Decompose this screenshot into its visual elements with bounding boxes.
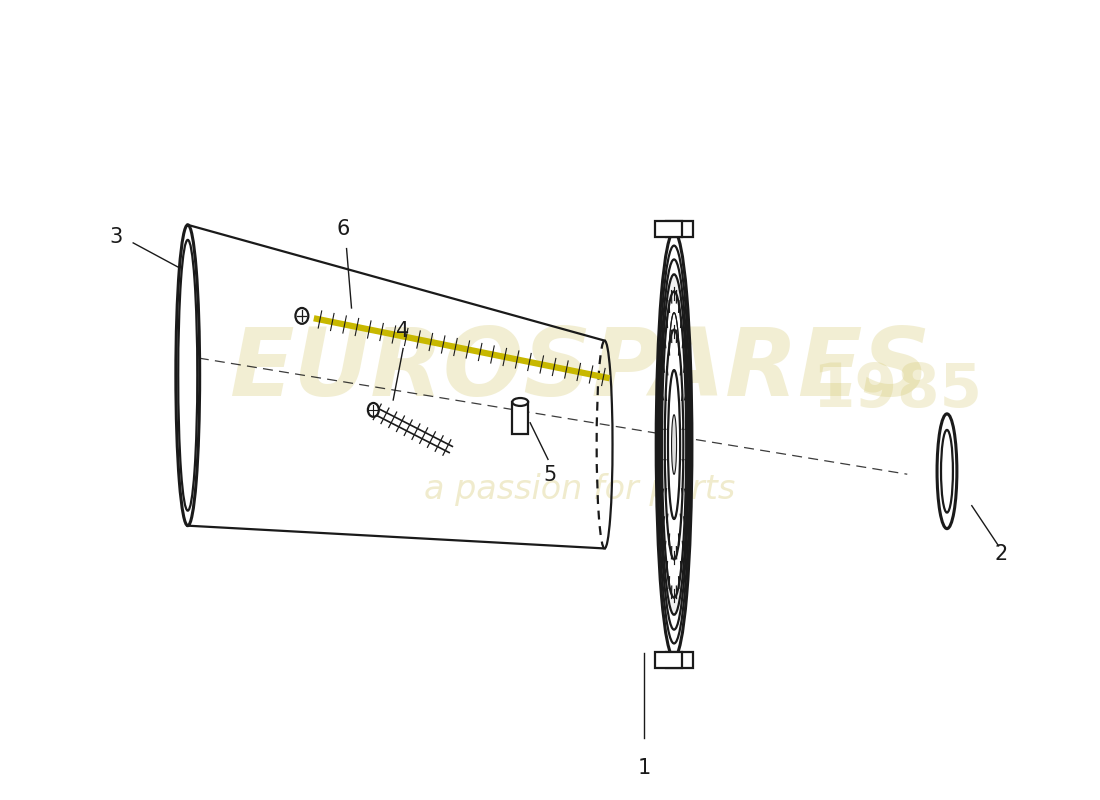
Text: a passion for parts: a passion for parts xyxy=(425,473,736,506)
Ellipse shape xyxy=(668,370,680,519)
Text: EUROSPARES: EUROSPARES xyxy=(229,324,931,416)
Ellipse shape xyxy=(659,259,689,630)
Text: 3: 3 xyxy=(110,227,123,247)
Ellipse shape xyxy=(176,225,200,526)
Ellipse shape xyxy=(660,274,688,614)
Ellipse shape xyxy=(513,398,528,406)
Text: 4: 4 xyxy=(396,321,409,341)
Ellipse shape xyxy=(940,430,953,513)
Ellipse shape xyxy=(672,414,676,474)
FancyBboxPatch shape xyxy=(656,221,682,237)
Ellipse shape xyxy=(178,240,197,510)
Ellipse shape xyxy=(937,414,957,529)
Text: 1985: 1985 xyxy=(812,361,982,420)
Ellipse shape xyxy=(367,403,378,417)
FancyBboxPatch shape xyxy=(666,221,693,237)
Ellipse shape xyxy=(662,291,686,598)
Ellipse shape xyxy=(657,232,692,658)
Ellipse shape xyxy=(658,246,690,643)
Text: 5: 5 xyxy=(543,466,557,486)
Text: 2: 2 xyxy=(994,545,1009,565)
Bar xyxy=(513,402,528,434)
Text: 1: 1 xyxy=(638,758,651,778)
Text: 6: 6 xyxy=(337,219,350,239)
FancyBboxPatch shape xyxy=(666,653,693,668)
Ellipse shape xyxy=(296,308,308,324)
Ellipse shape xyxy=(664,330,683,559)
FancyBboxPatch shape xyxy=(656,653,682,668)
